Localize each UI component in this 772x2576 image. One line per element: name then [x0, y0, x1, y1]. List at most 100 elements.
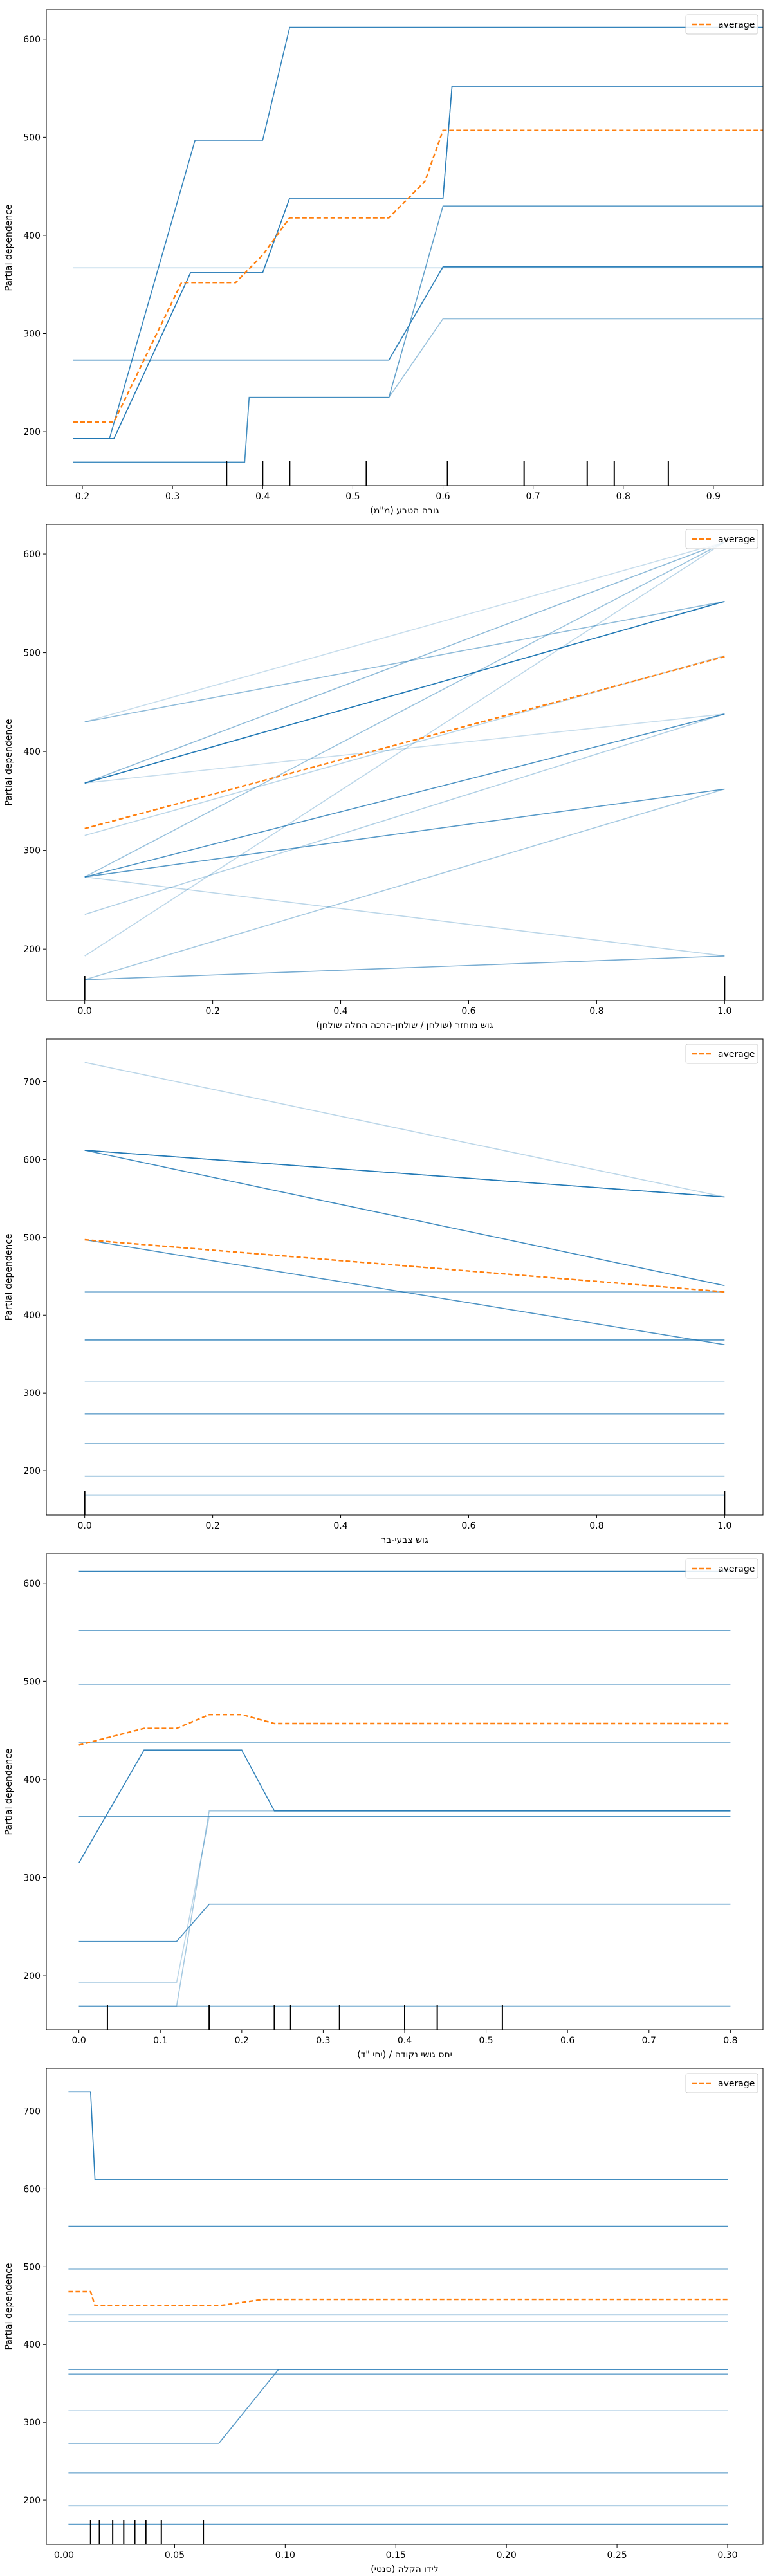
x-tick-label: 0.6: [461, 1006, 475, 1017]
x-tick-label: 0.8: [723, 2036, 737, 2046]
legend-box: [685, 1558, 758, 1579]
ice-line: [84, 788, 725, 980]
x-tick-label: 0.5: [479, 2036, 493, 2046]
x-tick-label: 0.7: [526, 492, 540, 502]
plot-frame: [46, 2068, 764, 2545]
y-tick-label: 700: [23, 1078, 41, 1088]
plot-frame: [46, 524, 764, 1001]
x-tick-label: 0.3: [165, 492, 179, 502]
x-tick-label: 0.6: [560, 2036, 574, 2046]
ice-line: [84, 955, 725, 980]
y-tick-label: 400: [23, 747, 41, 757]
y-tick-label: 200: [23, 1971, 41, 1982]
x-tick-label: 0.30: [717, 2550, 737, 2561]
y-tick-label: 400: [23, 1311, 41, 1321]
x-tick-label: 0.5: [345, 492, 360, 502]
x-tick-label: 0.2: [235, 2036, 249, 2046]
y-tick-label: 600: [23, 1579, 41, 1589]
ice-line: [68, 2091, 728, 2180]
legend-label: average: [718, 20, 755, 30]
average-line: [84, 1238, 725, 1293]
legend-box: [685, 529, 758, 549]
y-tick-label: 400: [23, 1775, 41, 1785]
y-tick-label: 300: [23, 1388, 41, 1399]
y-tick-label: 500: [23, 133, 41, 143]
ice-line: [84, 713, 725, 915]
plot-frame: [46, 9, 764, 486]
y-tick-label: 500: [23, 1677, 41, 1687]
ice-line: [84, 788, 725, 878]
y-axis-label: Partial dependence: [4, 204, 14, 291]
average-line: [78, 1713, 731, 1746]
average-line: [84, 656, 725, 830]
y-tick-label: 700: [23, 2107, 41, 2117]
y-tick-label: 300: [23, 846, 41, 856]
y-tick-label: 200: [23, 944, 41, 955]
x-tick-label: 0.6: [461, 1521, 475, 1531]
x-tick-label: 0.9: [706, 492, 721, 502]
x-tick-label: 0.25: [607, 2550, 627, 2561]
x-axis-label: גובה הטבע (מ"מ): [370, 506, 439, 516]
average-line: [68, 2290, 728, 2307]
y-tick-label: 200: [23, 1466, 41, 1477]
x-tick-label: 0.8: [589, 1006, 603, 1017]
ice-line: [84, 713, 725, 784]
x-tick-label: 0.4: [333, 1521, 347, 1531]
chart-panel-4: 0.0 0.1 0.2 0.3 0.4 0.5 0.6 0.7 0.8 200 300 400 500 6…: [4, 1553, 764, 2060]
ice-line: [73, 205, 763, 463]
ice-line: [73, 26, 763, 439]
x-tick-label: 0.2: [205, 1521, 219, 1531]
plot-frame: [46, 1038, 764, 1516]
y-tick-label: 400: [23, 231, 41, 241]
legend-box: [685, 2073, 758, 2093]
x-tick-label: 0.8: [589, 1521, 603, 1531]
ice-line: [68, 2369, 728, 2444]
chart-panel-1: 0.2 0.3 0.4 0.5 0.6 0.7 0.8 0.9 200 300 400 500 600 ג…: [4, 9, 764, 516]
ice-line: [84, 541, 725, 878]
legend-label: average: [718, 1564, 755, 1574]
y-tick-label: 500: [23, 2262, 41, 2272]
x-tick-label: 0.2: [205, 1006, 219, 1017]
y-axis-label: Partial dependence: [4, 2263, 14, 2350]
x-tick-label: 0.15: [386, 2550, 406, 2561]
ice-line: [73, 266, 763, 361]
x-axis-label: לידו הקלה (סנטי): [371, 2564, 438, 2573]
x-tick-label: 0.0: [78, 1006, 92, 1017]
ice-line: [84, 601, 725, 722]
ice-line: [84, 713, 725, 878]
x-tick-label: 1.0: [717, 1521, 731, 1531]
y-tick-label: 300: [23, 329, 41, 340]
y-tick-label: 200: [23, 2496, 41, 2506]
ice-line: [78, 1749, 731, 1864]
ice-line: [84, 541, 725, 784]
legend-label: average: [718, 1049, 755, 1060]
y-tick-label: 300: [23, 2418, 41, 2428]
legend-label: average: [718, 2079, 755, 2089]
x-tick-label: 0.4: [333, 1006, 347, 1017]
x-tick-label: 0.6: [436, 492, 450, 502]
legend-box: [685, 1044, 758, 1064]
ice-line: [84, 876, 725, 957]
ice-line: [84, 1150, 725, 1198]
x-axis-label: גוש מוחזר (שולחן / שולחן-הרכה החלה שולחן…: [316, 1020, 493, 1031]
x-tick-label: 0.0: [78, 1521, 92, 1531]
x-tick-label: 0.00: [54, 2550, 74, 2561]
x-tick-label: 0.1: [153, 2036, 167, 2046]
y-tick-label: 600: [23, 2184, 41, 2194]
legend-label: average: [718, 535, 755, 545]
y-tick-label: 300: [23, 1873, 41, 1884]
ice-line: [84, 601, 725, 784]
y-tick-label: 600: [23, 35, 41, 45]
x-tick-label: 0.3: [316, 2036, 330, 2046]
ice-line: [84, 1062, 725, 1198]
x-tick-label: 0.10: [275, 2550, 295, 2561]
ice-line: [84, 1150, 725, 1287]
y-axis-label: Partial dependence: [4, 1748, 14, 1835]
ice-line: [73, 266, 763, 361]
legend-box: [685, 14, 758, 35]
x-tick-label: 0.20: [497, 2550, 517, 2561]
chart-panel-2: 0.0 0.2 0.4 0.6 0.8 1.0 200 300 400 500 600 גוש מוח…: [4, 524, 764, 1031]
x-tick-label: 0.7: [642, 2036, 656, 2046]
